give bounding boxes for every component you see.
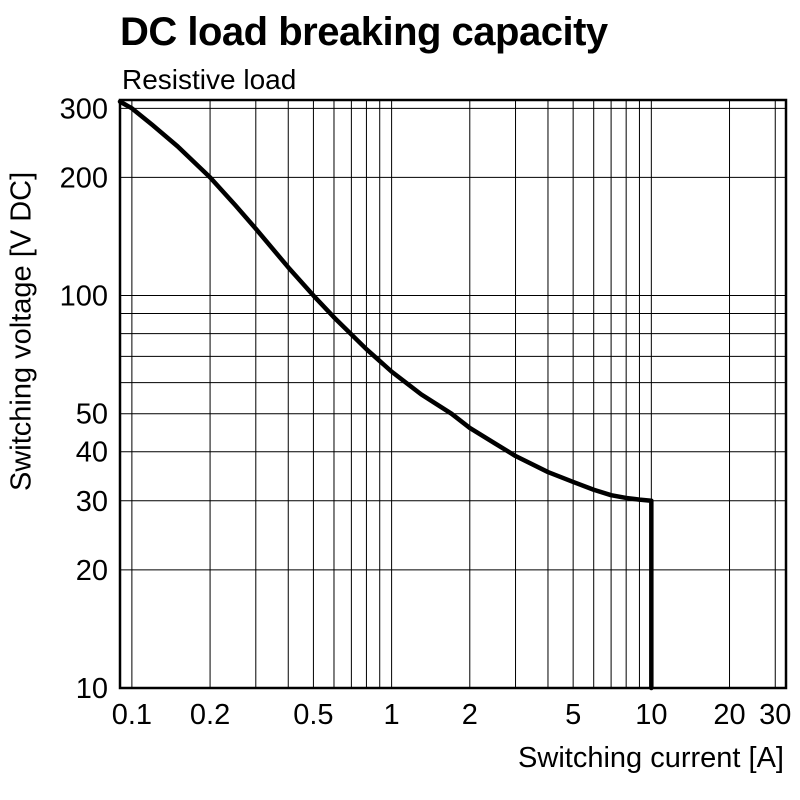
chart-title: DC load breaking capacity (120, 10, 608, 54)
x-axis-label: Switching current [A] (518, 742, 784, 774)
x-tick-label: 0.1 (112, 699, 152, 731)
y-tick-label: 20 (76, 555, 108, 587)
y-tick-label: 200 (60, 162, 108, 194)
x-tick-label: 0.5 (293, 699, 333, 731)
x-tick-label: 10 (635, 699, 667, 731)
plot-border (118, 98, 788, 690)
y-tick-label: 300 (60, 93, 108, 125)
x-tick-label: 0.2 (190, 699, 230, 731)
y-tick-label: 100 (60, 281, 108, 313)
y-tick-label: 30 (76, 486, 108, 518)
x-tick-label: 2 (462, 699, 478, 731)
y-tick-label: 40 (76, 437, 108, 469)
x-tick-label: 20 (713, 699, 745, 731)
y-tick-label: 10 (76, 673, 108, 705)
x-tick-label: 30 (759, 699, 791, 731)
chart-subtitle: Resistive load (122, 64, 297, 95)
y-tick-label: 50 (76, 399, 108, 431)
x-tick-label: 1 (384, 699, 400, 731)
x-tick-label: 5 (565, 699, 581, 731)
data-curve (117, 99, 654, 691)
